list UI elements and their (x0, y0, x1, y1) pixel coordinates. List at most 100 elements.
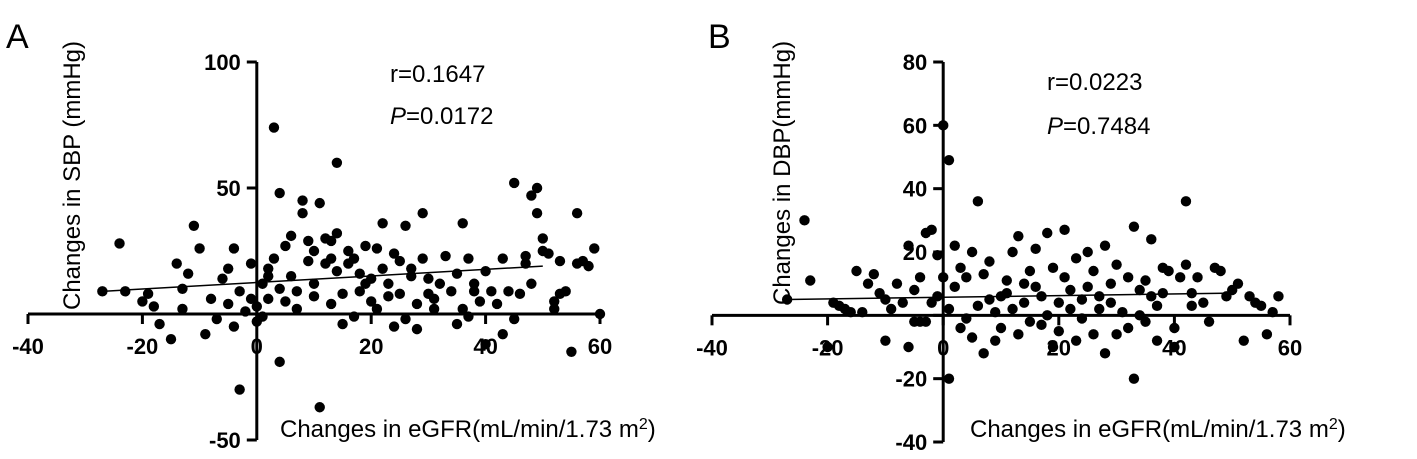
data-point (1111, 329, 1122, 340)
data-point (251, 301, 262, 312)
data-point (257, 278, 268, 289)
data-point (1192, 272, 1203, 283)
data-point (325, 253, 337, 264)
data-point (1042, 227, 1053, 239)
data-point (182, 268, 194, 279)
data-point (234, 286, 245, 297)
data-point (862, 278, 874, 289)
data-point (949, 240, 960, 251)
data-points (781, 120, 1284, 384)
data-point (932, 291, 943, 302)
data-points (97, 122, 606, 413)
y-tick-label: -20 (895, 367, 927, 392)
data-point (851, 265, 862, 277)
data-point (285, 230, 297, 242)
data-point (520, 250, 531, 262)
data-point (348, 253, 360, 264)
data-point (972, 300, 984, 312)
data-point (891, 278, 903, 289)
data-point (966, 246, 978, 258)
data-point (1146, 234, 1157, 245)
data-point (920, 316, 932, 327)
data-point (990, 306, 1001, 318)
panel-label: B (708, 18, 731, 56)
y-tick-label: 60 (903, 113, 927, 138)
data-point (1024, 316, 1036, 327)
data-point (308, 291, 320, 302)
data-point (268, 253, 280, 264)
data-point (354, 268, 365, 279)
data-point (589, 243, 600, 254)
data-point (383, 278, 394, 289)
y-tick-label: 80 (903, 50, 927, 75)
data-point (366, 273, 377, 284)
data-point (314, 197, 325, 209)
data-point (1146, 291, 1157, 302)
data-point (1076, 294, 1088, 305)
data-point (943, 303, 955, 315)
data-point (1001, 275, 1012, 286)
data-point (1053, 325, 1065, 337)
data-point (503, 286, 514, 297)
data-point (325, 235, 337, 247)
data-point (880, 294, 891, 305)
x-tick-label: 0 (251, 334, 263, 359)
data-point (537, 233, 548, 244)
p-value: P=0.0172 (390, 103, 493, 130)
data-point (457, 303, 468, 315)
data-point (423, 273, 434, 284)
data-point (520, 258, 531, 269)
data-point (514, 288, 526, 300)
regression-line (102, 265, 543, 293)
data-point (943, 373, 955, 384)
data-point (474, 296, 486, 307)
data-point (1059, 272, 1070, 283)
data-point (400, 220, 411, 231)
data-point (1151, 335, 1163, 346)
data-point (234, 384, 245, 395)
data-point (274, 356, 285, 368)
data-point (274, 187, 285, 199)
data-point (211, 313, 222, 325)
y-tick-label: -50 (209, 428, 241, 453)
data-point (291, 303, 303, 315)
data-point (297, 208, 308, 219)
data-point (451, 318, 463, 330)
data-point (1018, 278, 1030, 289)
data-point (1267, 306, 1278, 318)
data-point (781, 294, 793, 305)
x-tick-label: 0 (937, 335, 949, 360)
y-tick-label: -40 (895, 430, 927, 455)
data-point (943, 154, 955, 166)
data-point (1151, 300, 1163, 312)
data-point (868, 268, 880, 280)
r-value: r=0.1647 (390, 61, 485, 88)
data-point (394, 255, 405, 267)
x-tick-label: 60 (588, 334, 612, 359)
data-point (486, 286, 497, 297)
data-point (360, 240, 371, 252)
data-point (148, 301, 160, 312)
data-point (1128, 373, 1140, 384)
data-point (1140, 316, 1151, 327)
y-axis-title: Changes in SBP (mmHg) (59, 41, 86, 310)
data-point (799, 215, 810, 226)
data-point (223, 263, 234, 274)
data-point (331, 157, 343, 168)
data-point (468, 278, 480, 289)
data-point (400, 313, 411, 325)
x-tick-label: 60 (1278, 335, 1302, 360)
x-tick-label: -40 (12, 334, 44, 359)
data-point (377, 263, 388, 274)
data-point (497, 253, 508, 264)
data-point (406, 271, 417, 282)
data-point (417, 208, 428, 219)
data-point (428, 303, 440, 315)
data-point (480, 265, 491, 277)
y-axis-title: Changes in DBP(mmHg) (769, 41, 796, 305)
data-point (1105, 278, 1117, 289)
data-point (291, 286, 303, 297)
data-point (245, 293, 257, 305)
data-point (845, 306, 856, 318)
data-point (491, 298, 503, 310)
